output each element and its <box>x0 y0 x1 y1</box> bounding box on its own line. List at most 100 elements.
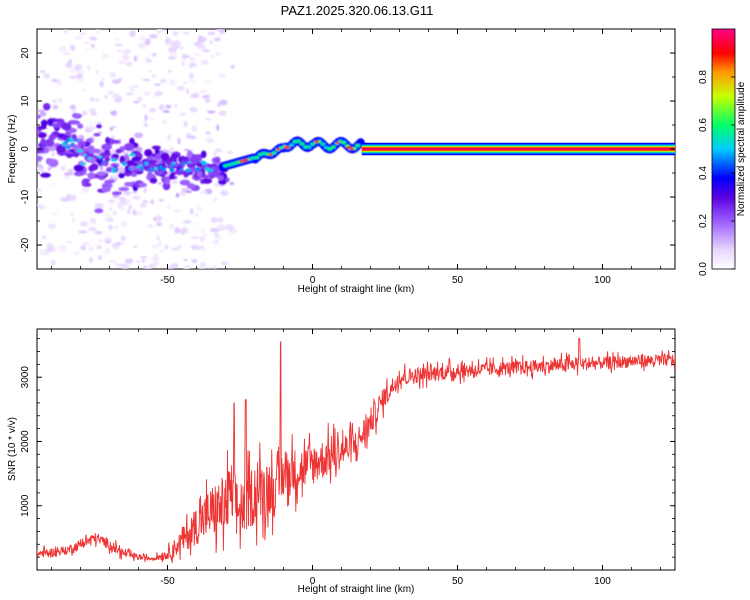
signal-blob <box>111 191 122 196</box>
signal-highlight <box>179 168 184 171</box>
noise-blob <box>220 261 229 266</box>
noise-blob <box>142 200 149 204</box>
snr-y-tick-label: 3000 <box>20 366 31 389</box>
carrier-peak <box>276 148 281 151</box>
spectrogram-y-tick-label: 0 <box>20 146 31 152</box>
noise-blob <box>129 30 136 38</box>
signal-blob <box>118 186 130 192</box>
noise-blob <box>135 260 141 263</box>
spectrogram-panel: -50 0 50 100 -20 -10 0 10 20 Height of straight … <box>7 28 676 295</box>
noise-blob <box>51 152 55 157</box>
signal-blob <box>186 183 196 189</box>
noise-blob <box>216 224 226 231</box>
signal-blob <box>40 138 47 147</box>
noise-blob <box>227 150 234 155</box>
noise-blob <box>88 121 97 125</box>
noise-blob <box>58 98 63 103</box>
noise-blob <box>143 104 147 108</box>
noise-blob <box>112 211 118 216</box>
signal-blob <box>96 171 107 176</box>
noise-blob <box>185 54 191 58</box>
signal-highlight <box>129 153 136 157</box>
noise-blob <box>158 182 162 185</box>
signal-blob <box>69 120 81 125</box>
signal-blob <box>55 144 67 153</box>
signal-blob <box>37 132 47 139</box>
signal-blob <box>65 153 75 158</box>
noise-blob <box>82 242 91 245</box>
noise-blob <box>214 232 218 238</box>
noise-blob <box>133 55 138 62</box>
noise-blob <box>167 134 172 141</box>
noise-blob <box>189 62 197 68</box>
noise-blob <box>144 124 148 127</box>
noise-blob <box>213 150 217 158</box>
carrier-peak <box>268 153 273 156</box>
noise-blob <box>82 110 88 116</box>
carrier-core <box>296 139 301 143</box>
noise-blob <box>188 72 195 80</box>
noise-blob <box>212 265 217 269</box>
noise-blob <box>111 242 120 250</box>
noise-blob <box>219 99 228 106</box>
noise-blob <box>180 228 184 236</box>
noise-blob <box>101 53 110 59</box>
signal-blob <box>124 181 133 187</box>
noise-blob <box>177 137 181 145</box>
noise-blob <box>156 235 161 241</box>
noise-blob <box>124 200 133 204</box>
snr-x-tick-label: 0 <box>310 576 316 587</box>
carrier-core <box>306 145 312 149</box>
noise-blob <box>39 70 46 73</box>
noise-blob <box>183 120 188 128</box>
signal-blob <box>170 153 180 159</box>
noise-blob <box>162 110 170 113</box>
carrier-peak <box>283 145 288 149</box>
noise-blob <box>118 196 126 202</box>
signal-blob <box>160 152 170 161</box>
signal-blob <box>130 172 138 177</box>
noise-blob <box>98 255 103 261</box>
noise-blob <box>217 102 221 108</box>
signal-blob <box>183 170 189 178</box>
noise-blob <box>114 43 123 47</box>
noise-blob <box>213 37 221 42</box>
noise-blob <box>174 227 181 234</box>
signal-blob <box>37 147 42 154</box>
noise-blob <box>153 90 163 97</box>
snr-content <box>37 338 675 564</box>
noise-blob <box>165 104 172 109</box>
snr-y-axis-label: SNR (10 * v/v) <box>7 417 18 481</box>
noise-blob <box>70 212 74 218</box>
noise-blob <box>190 208 194 215</box>
signal-highlight <box>87 156 92 161</box>
noise-blob <box>201 229 205 233</box>
snr-y-tick-label: 2000 <box>20 430 31 453</box>
noise-blob <box>229 228 237 234</box>
noise-blob <box>212 240 220 245</box>
noise-blob <box>88 36 95 41</box>
snr-panel: -50 0 50 100 1000 2000 3000 Height of straight… <box>7 328 676 595</box>
snr-axes: -50 0 50 100 1000 2000 3000 <box>20 329 675 587</box>
noise-blob <box>70 104 76 111</box>
snr-x-tick-label: 50 <box>452 576 464 587</box>
carrier-core <box>330 145 336 149</box>
colorbar-tick-label: 0.4 <box>698 166 709 180</box>
noise-blob <box>180 191 186 197</box>
signal-blob <box>202 178 213 184</box>
noise-blob <box>149 107 157 113</box>
signal-highlight <box>195 167 201 172</box>
noise-blob <box>150 199 154 205</box>
noise-blob <box>169 223 175 229</box>
signal-highlight <box>98 155 102 159</box>
noise-blob <box>134 85 138 88</box>
noise-blob <box>173 40 181 47</box>
noise-blob <box>81 186 89 194</box>
noise-blob <box>174 102 178 109</box>
noise-blob <box>99 81 105 88</box>
noise-blob <box>104 94 109 100</box>
signal-blob <box>168 173 175 180</box>
noise-blob <box>169 51 178 58</box>
noise-blob <box>89 217 97 225</box>
noise-blob <box>117 166 125 174</box>
